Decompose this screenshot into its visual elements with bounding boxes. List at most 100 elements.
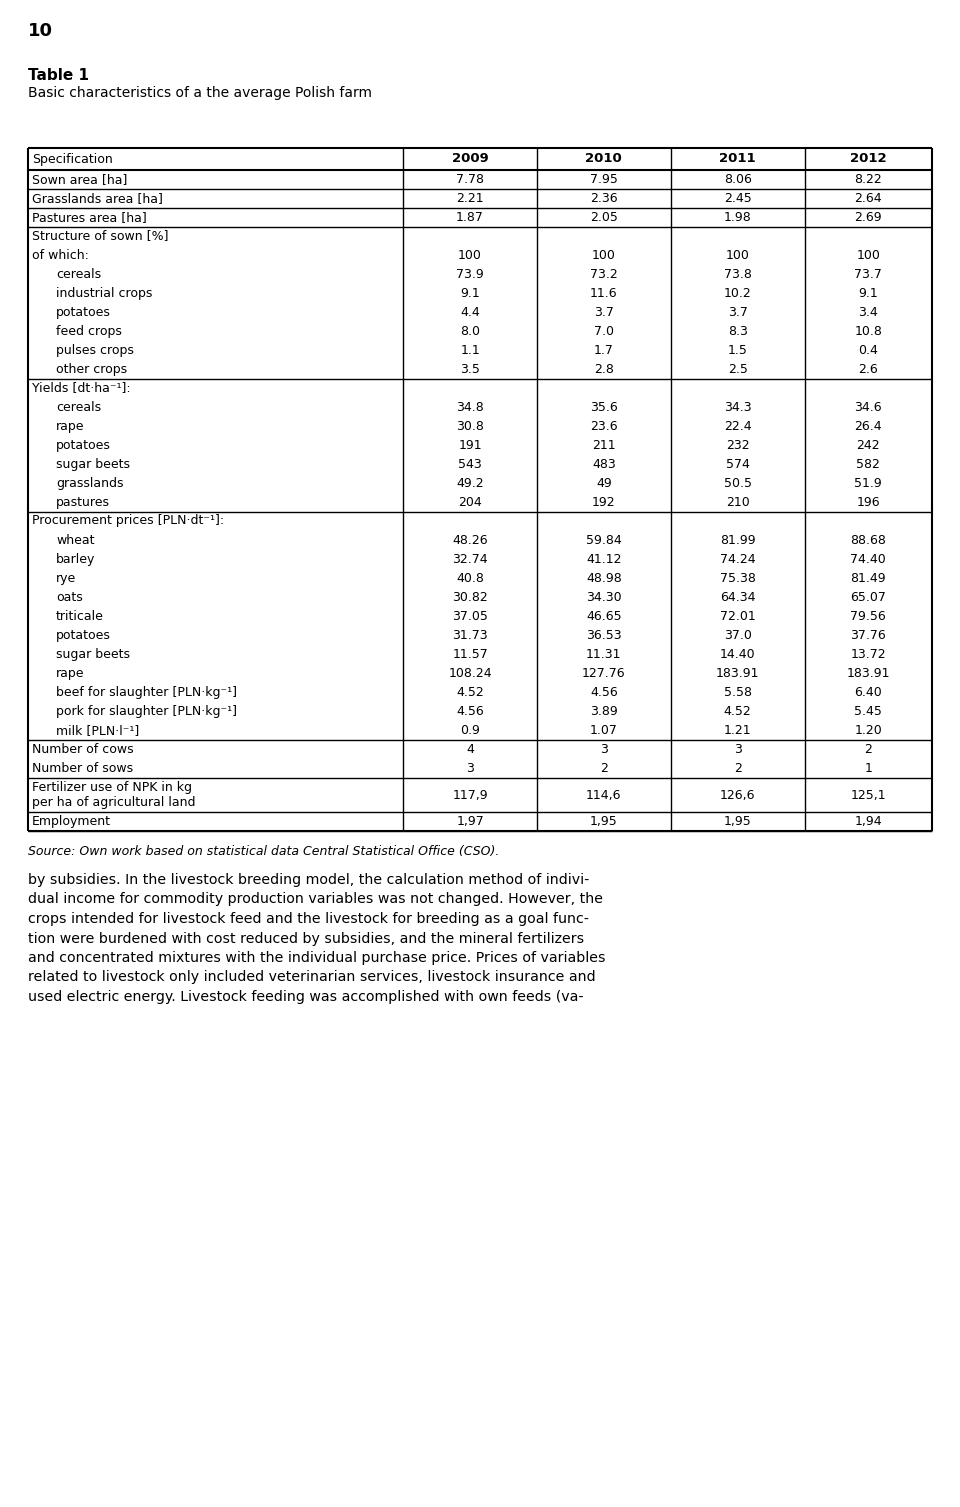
Text: 8.3: 8.3 xyxy=(728,326,748,338)
Text: 108.24: 108.24 xyxy=(448,668,492,680)
Text: 117,9: 117,9 xyxy=(452,788,488,802)
Text: 64.34: 64.34 xyxy=(720,591,756,604)
Text: triticale: triticale xyxy=(56,610,104,622)
Text: 114,6: 114,6 xyxy=(587,788,621,802)
Text: 1.1: 1.1 xyxy=(460,344,480,357)
Text: 211: 211 xyxy=(592,439,615,452)
Text: potatoes: potatoes xyxy=(56,628,110,642)
Text: 23.6: 23.6 xyxy=(590,420,617,433)
Text: 8.22: 8.22 xyxy=(854,173,882,185)
Text: 35.6: 35.6 xyxy=(590,401,617,414)
Text: 183.91: 183.91 xyxy=(716,668,759,680)
Text: related to livestock only included veterinarian services, livestock insurance an: related to livestock only included veter… xyxy=(28,971,595,984)
Text: Sown area [ha]: Sown area [ha] xyxy=(32,173,128,185)
Text: 4: 4 xyxy=(467,743,474,757)
Text: 125,1: 125,1 xyxy=(851,788,886,802)
Text: 2012: 2012 xyxy=(850,152,887,166)
Text: 73.9: 73.9 xyxy=(456,268,484,280)
Text: 543: 543 xyxy=(458,458,482,472)
Text: 2.05: 2.05 xyxy=(589,211,618,225)
Text: 6.40: 6.40 xyxy=(854,686,882,699)
Text: 582: 582 xyxy=(856,458,880,472)
Text: 2.69: 2.69 xyxy=(854,211,882,225)
Text: sugar beets: sugar beets xyxy=(56,648,130,662)
Text: 34.6: 34.6 xyxy=(854,401,882,414)
Text: 34.3: 34.3 xyxy=(724,401,752,414)
Text: 48.26: 48.26 xyxy=(452,533,488,547)
Text: 574: 574 xyxy=(726,458,750,472)
Text: 183.91: 183.91 xyxy=(847,668,890,680)
Text: 2.6: 2.6 xyxy=(858,363,878,377)
Text: 5.58: 5.58 xyxy=(724,686,752,699)
Text: 46.65: 46.65 xyxy=(586,610,622,622)
Text: 210: 210 xyxy=(726,496,750,509)
Text: 65.07: 65.07 xyxy=(851,591,886,604)
Text: feed crops: feed crops xyxy=(56,326,122,338)
Text: beef for slaughter [PLN·kg⁻¹]: beef for slaughter [PLN·kg⁻¹] xyxy=(56,686,237,699)
Text: Table 1: Table 1 xyxy=(28,68,89,83)
Text: Yields [dt·ha⁻¹]:: Yields [dt·ha⁻¹]: xyxy=(32,381,131,393)
Text: 22.4: 22.4 xyxy=(724,420,752,433)
Text: 9.1: 9.1 xyxy=(858,286,878,300)
Text: 72.01: 72.01 xyxy=(720,610,756,622)
Text: tion were burdened with cost reduced by subsidies, and the mineral fertilizers: tion were burdened with cost reduced by … xyxy=(28,931,584,945)
Text: 10.2: 10.2 xyxy=(724,286,752,300)
Text: 1.7: 1.7 xyxy=(594,344,613,357)
Text: 7.0: 7.0 xyxy=(594,326,613,338)
Text: 1,95: 1,95 xyxy=(724,815,752,827)
Text: 3.5: 3.5 xyxy=(460,363,480,377)
Text: 4.56: 4.56 xyxy=(590,686,617,699)
Text: 34.8: 34.8 xyxy=(456,401,484,414)
Text: 73.2: 73.2 xyxy=(590,268,617,280)
Text: 49.2: 49.2 xyxy=(456,478,484,490)
Text: 2009: 2009 xyxy=(452,152,489,166)
Text: 10: 10 xyxy=(28,23,53,41)
Text: 1.07: 1.07 xyxy=(589,723,618,737)
Text: 36.53: 36.53 xyxy=(586,628,622,642)
Text: Number of cows: Number of cows xyxy=(32,743,133,757)
Text: grasslands: grasslands xyxy=(56,478,124,490)
Text: 3.4: 3.4 xyxy=(858,306,878,319)
Text: Pastures area [ha]: Pastures area [ha] xyxy=(32,211,147,225)
Text: other crops: other crops xyxy=(56,363,127,377)
Text: rye: rye xyxy=(56,573,76,585)
Text: 11.31: 11.31 xyxy=(587,648,621,662)
Text: 483: 483 xyxy=(592,458,615,472)
Text: cereals: cereals xyxy=(56,268,101,280)
Text: rape: rape xyxy=(56,420,84,433)
Text: 8.06: 8.06 xyxy=(724,173,752,185)
Text: 75.38: 75.38 xyxy=(720,573,756,585)
Text: 100: 100 xyxy=(726,249,750,262)
Text: 7.95: 7.95 xyxy=(589,173,618,185)
Text: 2.21: 2.21 xyxy=(456,191,484,205)
Text: 0.9: 0.9 xyxy=(460,723,480,737)
Text: 34.30: 34.30 xyxy=(586,591,622,604)
Text: 3.7: 3.7 xyxy=(594,306,613,319)
Text: 11.57: 11.57 xyxy=(452,648,488,662)
Text: 3: 3 xyxy=(733,743,741,757)
Text: wheat: wheat xyxy=(56,533,94,547)
Text: 1,95: 1,95 xyxy=(590,815,617,827)
Text: 126,6: 126,6 xyxy=(720,788,756,802)
Text: 13.72: 13.72 xyxy=(851,648,886,662)
Text: 1.5: 1.5 xyxy=(728,344,748,357)
Text: 1,94: 1,94 xyxy=(854,815,882,827)
Text: and concentrated mixtures with the individual purchase price. Prices of variable: and concentrated mixtures with the indiv… xyxy=(28,951,606,964)
Text: 49: 49 xyxy=(596,478,612,490)
Text: 32.74: 32.74 xyxy=(452,553,488,567)
Text: 100: 100 xyxy=(458,249,482,262)
Text: 2011: 2011 xyxy=(719,152,756,166)
Text: 30.8: 30.8 xyxy=(456,420,484,433)
Text: pastures: pastures xyxy=(56,496,110,509)
Text: Specification: Specification xyxy=(32,152,112,166)
Text: 2.5: 2.5 xyxy=(728,363,748,377)
Text: 3.89: 3.89 xyxy=(590,705,617,717)
Text: 37.05: 37.05 xyxy=(452,610,488,622)
Text: 2.36: 2.36 xyxy=(590,191,617,205)
Text: Employment: Employment xyxy=(32,815,111,827)
Text: 4.52: 4.52 xyxy=(456,686,484,699)
Text: 48.98: 48.98 xyxy=(586,573,622,585)
Text: 26.4: 26.4 xyxy=(854,420,882,433)
Text: industrial crops: industrial crops xyxy=(56,286,153,300)
Text: 2.8: 2.8 xyxy=(594,363,613,377)
